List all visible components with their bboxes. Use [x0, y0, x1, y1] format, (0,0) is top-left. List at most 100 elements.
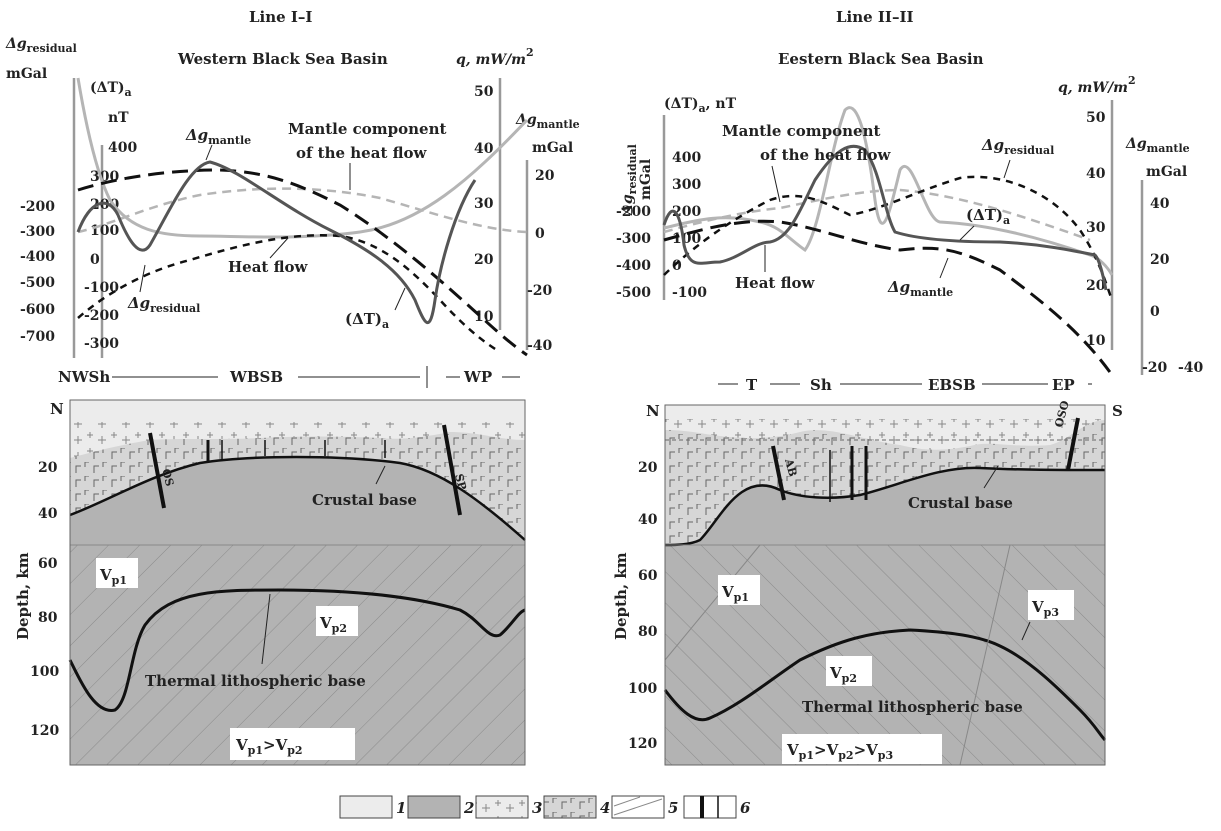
tick: 20 [474, 252, 494, 268]
left-ticks-q: 50 40 30 20 10 [474, 84, 494, 325]
right-s-mark: S [1112, 402, 1123, 420]
left-ticks-dg-mantle: 20 0 -20 -40 [527, 168, 555, 354]
tick: -300 [20, 224, 55, 240]
left-fault-label-os: OS [159, 467, 176, 487]
right-vp3-label: Vp3 [1031, 598, 1059, 619]
left-vp2-box [316, 606, 358, 636]
right-fault-oso [1066, 417, 1080, 471]
tick: 0 [535, 226, 545, 242]
left-fault-os [148, 432, 166, 509]
tick: 120 [30, 723, 59, 739]
tick: 40 [1150, 196, 1170, 212]
tick: 40 [638, 512, 658, 528]
left-zone-label-bg [218, 364, 298, 384]
tick: -200 [20, 199, 55, 215]
left-ann-heat-flow-leader [269, 237, 289, 259]
tick: -400 [616, 258, 651, 274]
legend-swatch-1 [339, 795, 393, 819]
right-ann-mantle-comp-2: of the heat flow [760, 146, 892, 164]
left-section-frame [69, 399, 526, 766]
tick: -600 [20, 302, 55, 318]
tick: 60 [38, 556, 58, 572]
right-ann-dg-residual-leader [1003, 159, 1011, 179]
right-cross-section [663, 404, 1107, 766]
left-crustal-base-line [69, 455, 526, 541]
left-ann-dg-mantle-leader [205, 144, 213, 161]
legend-swatch-4 [543, 795, 597, 819]
left-zone-label-bg [460, 364, 502, 384]
tick: -200 [84, 308, 119, 324]
right-section-frame [664, 404, 1106, 766]
tick: -100 [84, 280, 119, 296]
right-axis-dg-mantle-title: Δgmantle [1125, 136, 1190, 155]
left-ann-dg-residual: Δgresidual [127, 294, 200, 315]
right-ticks-dt: 400 300 200 100 0 -100 [672, 150, 707, 301]
left-crustal-base-leader [375, 465, 386, 485]
left-ann-dt-leader [394, 287, 406, 311]
right-thermal-base-line [663, 628, 1107, 742]
tick: -500 [20, 275, 55, 291]
left-n-mark: N [50, 400, 64, 418]
right-depth-ticks: 20 40 60 80 100 120 [628, 460, 658, 752]
right-vp3-box [1028, 590, 1074, 620]
right-vp1-box [718, 575, 760, 605]
right-ann-dg-residual: Δgresidual [981, 136, 1054, 157]
left-zone-wbsb: WBSB [229, 368, 283, 386]
tick: 80 [38, 610, 58, 626]
right-thermal-base-label: Thermal lithospheric base [802, 698, 1023, 716]
tick: -20 [527, 283, 553, 299]
right-zone-label-bg [800, 372, 840, 392]
left-curve-mantle-heat-flow [77, 187, 528, 234]
left-vp1-label: Vp1 [99, 566, 127, 587]
legend-label-5: 5 [668, 799, 678, 817]
left-fault-sp [442, 424, 462, 516]
left-ann-dg-mantle: Δgmantle [185, 126, 251, 147]
tick: 20 [1086, 278, 1106, 294]
legend-swatch-5-hatch [613, 796, 663, 816]
right-zone-label-bg [1048, 372, 1088, 392]
tick: 0 [1150, 304, 1160, 320]
left-curve-dg-residual [76, 77, 529, 239]
right-zone-ebsb: EBSB [928, 376, 976, 394]
right-velocity-compare: Vp1>Vp2>Vp3 [786, 741, 893, 762]
left-ann-mantle-comp-1: Mantle component [288, 120, 446, 138]
legend-label-2: 2 [463, 799, 474, 817]
tick: 40 [474, 141, 494, 157]
left-curve-dg-mantle [77, 168, 528, 357]
right-fault-label-ab: AB [782, 456, 799, 478]
right-vp1-label: Vp1 [721, 583, 749, 604]
right-crustal-base-line [664, 466, 1106, 547]
right-crustal-base-label: Crustal base [908, 494, 1013, 512]
legend: 1 2 3 4 5 6 [339, 795, 751, 819]
right-ticks-dg-residual: -200 -300 -400 -500 [616, 204, 651, 301]
tick: -20 [1142, 360, 1168, 376]
left-basin-title: Western Black Sea Basin [177, 50, 388, 68]
right-crustal-base-leader [983, 465, 999, 489]
left-crustal-base-label: Crustal base [312, 491, 417, 509]
right-curve-mantle-heat-flow [663, 188, 1091, 242]
tick: 30 [1086, 220, 1106, 236]
left-axis-dt-title: (ΔT)a [90, 80, 132, 99]
left-axis-mgal-right: mGal [532, 140, 573, 156]
right-ann-heat-flow: Heat flow [735, 274, 815, 292]
tick: 20 [535, 168, 555, 184]
tick: 30 [474, 196, 494, 212]
tick: -700 [20, 329, 55, 345]
tick: -100 [672, 285, 707, 301]
left-thermal-base-leader [261, 593, 271, 665]
right-ann-dt-leader [959, 225, 975, 241]
right-curve-dg-mantle [663, 219, 1114, 376]
tick: -400 [20, 249, 55, 265]
right-curve-dt [662, 144, 1108, 291]
tick: -200 [616, 204, 651, 220]
tick: -500 [616, 285, 651, 301]
right-vp3-leader [1021, 621, 1031, 641]
left-cross-section [68, 399, 526, 766]
left-ann-mantle-comp-2: of the heat flow [296, 144, 428, 162]
right-ticks-dg-mantle: 40 20 0 -20 -40 [1142, 196, 1204, 376]
right-axis-dg-residual-title: Δgresidual [620, 144, 639, 216]
tick: 20 [38, 460, 58, 476]
legend-label-6: 6 [740, 799, 751, 817]
left-axis-q-title: q, mW/m2 [456, 46, 534, 68]
